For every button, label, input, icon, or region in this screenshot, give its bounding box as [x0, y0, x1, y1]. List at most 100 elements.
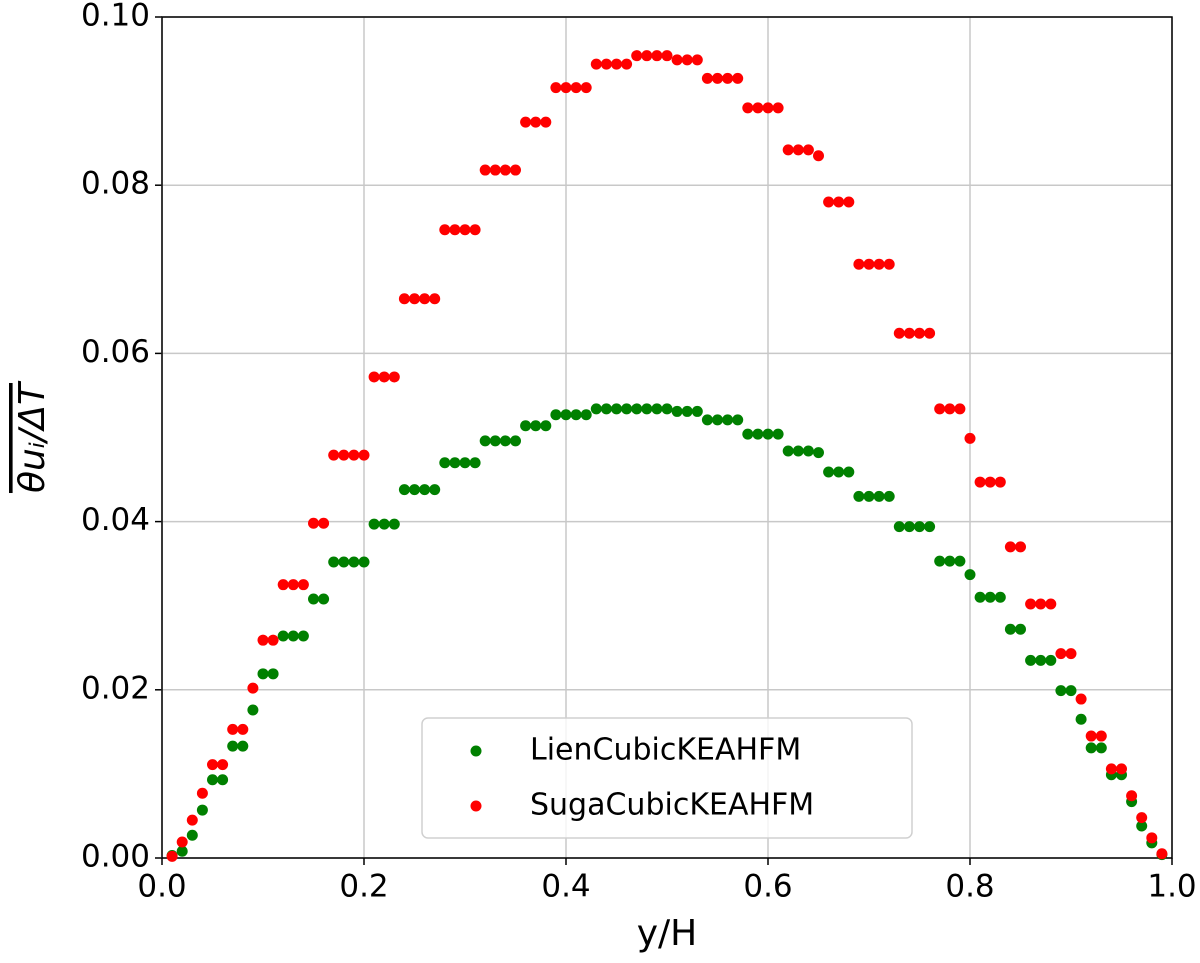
x-tick-label: 0.6	[743, 869, 792, 905]
data-point	[1004, 623, 1016, 635]
data-point	[1065, 648, 1077, 660]
data-point	[701, 72, 713, 84]
data-point	[176, 836, 188, 848]
data-point	[1065, 685, 1077, 697]
data-point	[1055, 685, 1067, 697]
data-point	[732, 72, 744, 84]
data-point	[560, 409, 572, 421]
data-point	[813, 150, 824, 162]
data-point	[772, 428, 784, 440]
data-point	[712, 414, 723, 426]
data-point	[1116, 763, 1127, 775]
y-tick-label: 0.06	[81, 334, 150, 370]
data-point	[914, 327, 925, 339]
y-axis-label: θuᵢ/ΔT	[12, 380, 53, 493]
data-point	[1035, 654, 1047, 666]
x-tick-label: 0.8	[945, 869, 994, 905]
data-point	[964, 569, 976, 581]
data-point	[1136, 812, 1148, 824]
data-point	[469, 457, 481, 469]
data-point	[318, 517, 330, 529]
data-point	[903, 327, 915, 339]
data-point	[893, 327, 905, 339]
data-point	[348, 556, 360, 568]
legend-box	[421, 717, 913, 839]
data-point	[328, 449, 340, 461]
data-point	[651, 403, 663, 415]
data-point	[409, 293, 420, 305]
data-point	[1045, 598, 1057, 610]
data-point	[499, 164, 511, 176]
data-point	[378, 371, 390, 383]
data-point	[600, 58, 612, 70]
data-point	[297, 579, 309, 591]
data-point	[560, 82, 572, 94]
data-point	[1035, 598, 1047, 610]
data-point	[287, 579, 299, 591]
data-point	[762, 102, 774, 114]
data-point	[550, 82, 562, 94]
data-point	[691, 405, 703, 417]
data-point	[934, 403, 946, 415]
data-point	[530, 116, 542, 128]
data-point	[1004, 541, 1016, 553]
data-point	[297, 630, 309, 642]
data-point	[611, 58, 622, 70]
data-point	[186, 814, 198, 826]
data-point	[176, 845, 188, 857]
data-point	[1075, 713, 1087, 725]
data-point	[308, 517, 319, 529]
data-point	[398, 293, 410, 305]
data-point	[974, 591, 986, 603]
data-point	[1055, 648, 1067, 660]
data-point	[257, 668, 269, 680]
data-point	[994, 591, 1006, 603]
data-point	[823, 196, 835, 208]
data-point	[580, 82, 592, 94]
data-point	[398, 484, 410, 496]
y-tick-label: 0.02	[81, 670, 150, 706]
data-point	[388, 518, 400, 530]
data-point	[722, 414, 734, 426]
data-point	[237, 740, 249, 752]
data-point	[186, 829, 198, 841]
data-point	[893, 521, 905, 533]
data-point	[217, 774, 229, 786]
data-point	[712, 72, 723, 84]
x-tick-label: 0.0	[137, 869, 186, 905]
data-point	[550, 409, 562, 421]
data-point	[914, 521, 925, 533]
data-point	[802, 445, 814, 457]
data-point	[631, 403, 643, 415]
data-point	[782, 144, 794, 156]
y-tick-label: 0.10	[81, 0, 150, 34]
data-point	[358, 556, 370, 568]
data-point	[510, 435, 521, 447]
data-point	[368, 371, 380, 383]
data-point	[520, 420, 532, 432]
data-point	[469, 224, 481, 236]
data-point	[1095, 730, 1107, 742]
data-point	[1105, 763, 1117, 775]
data-point	[742, 428, 754, 440]
data-point	[994, 476, 1006, 488]
data-point	[217, 759, 229, 771]
data-point	[570, 82, 582, 94]
data-point	[540, 420, 552, 432]
data-point	[287, 630, 299, 642]
data-point	[1015, 623, 1026, 635]
data-point	[459, 224, 471, 236]
data-point	[701, 414, 713, 426]
plot-frame	[161, 16, 1173, 859]
data-point	[499, 435, 511, 447]
data-point	[984, 476, 996, 488]
data-point	[661, 50, 673, 62]
data-point	[590, 58, 602, 70]
data-point	[671, 405, 683, 417]
data-point	[641, 403, 653, 415]
data-point	[1085, 730, 1097, 742]
data-point	[510, 164, 521, 176]
data-point	[691, 54, 703, 66]
data-point	[277, 630, 289, 642]
